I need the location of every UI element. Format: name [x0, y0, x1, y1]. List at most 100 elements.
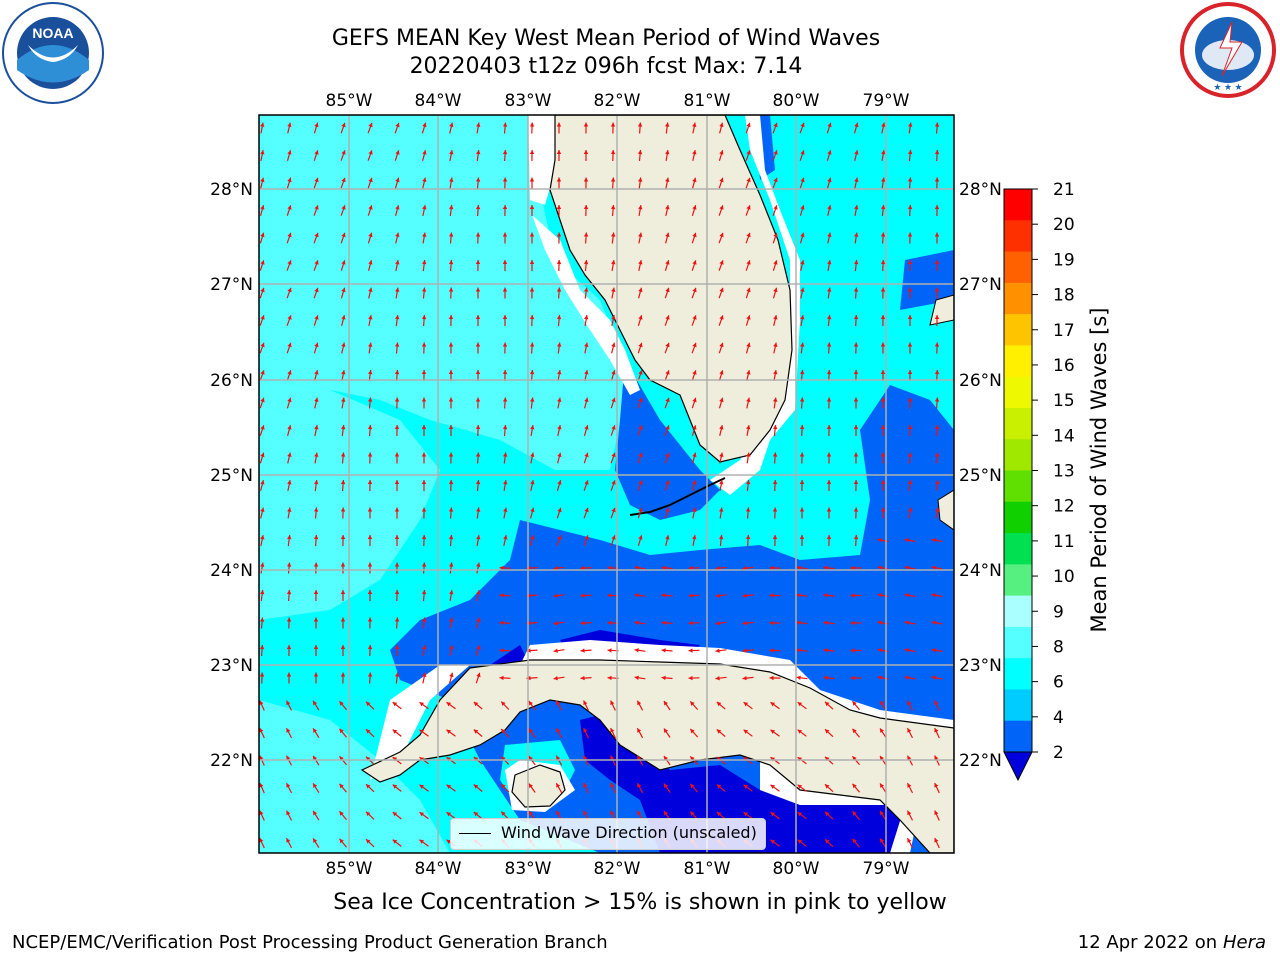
wind-wave-arrow-head	[796, 593, 801, 598]
wind-wave-arrow-head	[476, 150, 481, 155]
wind-wave-arrow-head	[799, 452, 805, 457]
wind-wave-arrow-head	[313, 838, 318, 843]
wind-wave-arrow-head	[663, 783, 668, 788]
wind-wave-arrow-head	[422, 150, 427, 155]
wind-wave-arrow-head	[259, 755, 264, 761]
wind-wave-arrow-head	[449, 150, 454, 155]
wind-wave-arrow-head	[395, 122, 400, 128]
wind-wave-arrow-head	[634, 620, 639, 625]
colorbar-tick-label: 12	[1053, 497, 1075, 517]
wind-wave-arrow-head	[934, 700, 939, 706]
lon-label: 82°W	[594, 91, 641, 111]
wind-wave-arrow-head	[395, 287, 400, 292]
wind-wave-arrow-head	[907, 755, 912, 761]
wind-wave-arrow-head	[259, 810, 264, 816]
colorbar-tick-label: 14	[1053, 426, 1075, 446]
wind-wave-arrow-head	[746, 315, 751, 320]
wind-wave-arrow-head	[556, 232, 562, 237]
wind-wave-arrow-head	[449, 562, 454, 567]
wind-wave-arrow-head	[556, 315, 562, 320]
wind-wave-arrow-head	[314, 150, 319, 155]
wind-wave-arrow-head	[580, 620, 585, 626]
wind-wave-arrow-head	[446, 729, 452, 734]
wind-wave-arrow-head	[692, 232, 697, 238]
wind-wave-arrow-head	[665, 342, 670, 348]
lat-label: 25°N	[210, 466, 253, 486]
wind-wave-arrow-head	[796, 565, 801, 570]
wind-wave-arrow-head	[476, 562, 481, 567]
colorbar-segment	[1004, 189, 1032, 221]
wind-wave-arrow-head	[340, 617, 346, 622]
colorbar-under-extension	[1003, 751, 1033, 782]
wind-wave-arrow-head	[908, 480, 913, 485]
wind-wave-arrow-head	[719, 452, 724, 457]
wind-wave-arrow-head	[715, 621, 720, 626]
wind-wave-arrow-head	[746, 232, 751, 238]
wind-wave-arrow-head	[610, 700, 615, 706]
wind-wave-arrow-head	[638, 425, 643, 430]
wind-wave-arrow-head	[557, 480, 562, 485]
wind-wave-arrow-head	[770, 839, 775, 844]
wind-wave-arrow-head	[394, 535, 400, 539]
wind-wave-arrow-head	[557, 535, 562, 540]
wind-wave-arrow-head	[800, 150, 805, 155]
wind-wave-arrow-head	[826, 397, 832, 402]
wind-wave-arrow-head	[287, 315, 292, 320]
wind-wave-arrow-head	[286, 728, 291, 733]
wind-wave-arrow-head	[607, 620, 612, 626]
wind-wave-arrow-head	[341, 452, 346, 457]
wind-wave-arrow-head	[827, 122, 832, 128]
wind-wave-arrow-head	[688, 593, 693, 598]
wind-wave-arrow-head	[827, 287, 832, 292]
wind-wave-arrow-head	[907, 452, 913, 457]
wind-wave-arrow-head	[637, 810, 642, 816]
wind-wave-arrow-head	[931, 538, 936, 543]
wind-wave-arrow-head	[637, 122, 643, 127]
wind-wave-arrow-head	[743, 784, 749, 789]
colorbar-segment	[1004, 282, 1032, 315]
wind-wave-arrow-head	[880, 260, 886, 265]
wind-wave-arrow-head	[448, 535, 454, 540]
wind-wave-arrow-head	[665, 150, 670, 155]
wind-wave-arrow-head	[341, 150, 346, 155]
wind-wave-arrow-head	[769, 648, 774, 653]
wind-wave-arrow-head	[853, 507, 859, 512]
wind-wave-arrow-head	[448, 480, 454, 485]
wind-wave-arrow-head	[665, 177, 670, 182]
wind-wave-arrow-head	[907, 425, 913, 430]
wind-wave-arrow-head	[340, 672, 346, 677]
wind-wave-arrow-head	[392, 812, 398, 817]
wind-wave-arrow-head	[260, 425, 265, 430]
wind-wave-arrow-head	[907, 205, 913, 210]
wind-wave-arrow-head	[931, 593, 936, 598]
lat-label: 22°N	[210, 751, 253, 771]
wind-wave-arrow-head	[448, 342, 454, 347]
wind-wave-arrow-head	[719, 397, 724, 403]
legend-label: Wind Wave Direction (unscaled)	[501, 823, 757, 842]
wind-wave-arrow-head	[769, 593, 774, 598]
wind-wave-arrow-head	[340, 507, 346, 512]
wind-wave-arrow-head	[314, 287, 319, 293]
wind-wave-arrow-head	[773, 260, 778, 265]
wind-wave-arrow-head	[746, 452, 751, 457]
wind-wave-arrow-head	[260, 232, 265, 238]
wind-wave-arrow-head	[313, 783, 318, 788]
wind-wave-arrow-head	[719, 370, 724, 375]
wind-wave-arrow-head	[392, 839, 398, 844]
wind-wave-arrow-head	[340, 590, 346, 594]
wind-wave-arrow-head	[499, 593, 504, 598]
wind-wave-arrow-head	[800, 122, 805, 128]
wind-wave-arrow-head	[341, 315, 346, 320]
wind-wave-arrow-head	[530, 452, 535, 457]
wind-wave-arrow-head	[314, 315, 319, 320]
wind-wave-arrow-head	[422, 232, 427, 237]
wind-wave-arrow-head	[528, 701, 533, 706]
legend: Wind Wave Direction (unscaled)	[450, 818, 766, 850]
wind-wave-arrow-head	[663, 701, 668, 706]
wind-wave-arrow-head	[395, 672, 400, 677]
wind-wave-arrow-head	[611, 452, 616, 458]
wind-wave-arrow-head	[287, 205, 292, 210]
wind-wave-arrow-head	[854, 260, 859, 265]
wind-wave-arrow-head	[743, 812, 749, 817]
wind-wave-arrow-head	[503, 122, 508, 127]
